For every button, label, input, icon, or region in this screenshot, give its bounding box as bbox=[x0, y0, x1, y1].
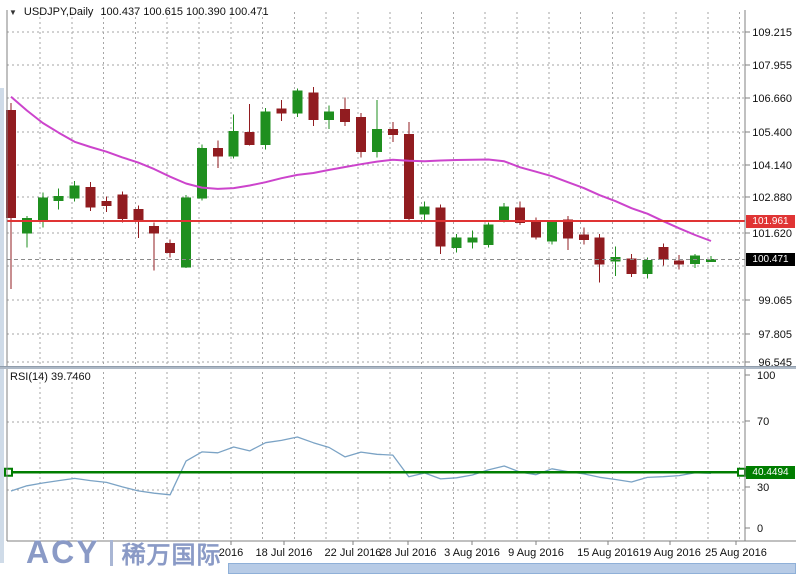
candle-body bbox=[435, 207, 446, 247]
candle-body bbox=[419, 206, 430, 215]
candle-body bbox=[483, 224, 494, 246]
price-badge-redline[interactable]: 101.961 bbox=[746, 215, 795, 228]
candle-body bbox=[276, 108, 287, 114]
candle-body bbox=[387, 129, 398, 135]
price-axis-label: 101.620 bbox=[752, 228, 792, 240]
candle-body bbox=[181, 197, 192, 268]
candle-body bbox=[642, 259, 653, 274]
candle-body bbox=[674, 260, 685, 265]
candle-body bbox=[451, 237, 462, 248]
candle-body bbox=[562, 219, 573, 239]
candle-body bbox=[133, 209, 144, 222]
rsi-line bbox=[10, 436, 712, 496]
candle-body bbox=[228, 130, 239, 157]
ohlc-quote-label: 100.437 100.615 100.390 100.471 bbox=[100, 6, 269, 18]
candle-body bbox=[165, 242, 176, 253]
date-axis-label: 15 Aug 2016 bbox=[577, 547, 639, 559]
symbol-period-label: USDJPY,Daily bbox=[23, 6, 94, 18]
price-axis-label: 105.400 bbox=[752, 127, 792, 139]
candle-body bbox=[212, 147, 223, 157]
price-badge-current: 100.471 bbox=[746, 253, 795, 266]
candle-body bbox=[21, 218, 32, 234]
panel-separator[interactable] bbox=[0, 366, 796, 369]
date-axis-label: 3 Aug 2016 bbox=[444, 547, 500, 559]
date-axis-label: 19 Aug 2016 bbox=[639, 547, 701, 559]
candle-body bbox=[403, 133, 414, 220]
candle-body bbox=[499, 206, 510, 221]
candle-body bbox=[308, 92, 319, 121]
candle-body bbox=[531, 220, 542, 238]
candle-body bbox=[37, 197, 48, 222]
price-axis-label: 99.065 bbox=[758, 295, 792, 307]
chart-dropdown-icon[interactable]: ▼ bbox=[9, 7, 17, 17]
candle-body bbox=[706, 259, 717, 262]
price-axis-label: 104.140 bbox=[752, 160, 792, 172]
date-axis-label: 9 Aug 2016 bbox=[508, 547, 564, 559]
price-axis-label: 107.955 bbox=[752, 60, 792, 72]
price-axis-label: 102.880 bbox=[752, 192, 792, 204]
rsi-indicator-label: RSI(14) 39.7460 bbox=[10, 371, 91, 383]
candle-body bbox=[101, 201, 112, 207]
candle-body bbox=[515, 207, 526, 224]
date-axis-label: 25 Aug 2016 bbox=[705, 547, 767, 559]
candle-body bbox=[371, 129, 382, 152]
candle-body bbox=[117, 194, 128, 220]
line-endpoint-marker[interactable] bbox=[737, 467, 746, 477]
candle-body bbox=[292, 90, 303, 114]
candle-body bbox=[85, 186, 96, 208]
rsi-axis-label: 30 bbox=[757, 482, 769, 494]
rsi-badge-greenline[interactable]: 40.4494 bbox=[746, 466, 795, 479]
date-axis-label: 22 Jul 2016 bbox=[325, 547, 382, 559]
logo-chinese-text: 稀万国际 bbox=[121, 542, 222, 569]
logo-acy-text: ACY bbox=[26, 534, 100, 570]
window-left-border bbox=[0, 88, 4, 563]
price-axis-label: 97.805 bbox=[758, 329, 792, 341]
candle-body bbox=[324, 111, 335, 121]
moving-average-line bbox=[10, 95, 712, 242]
price-axis-label: 109.215 bbox=[752, 27, 792, 39]
rsi-axis-label: 0 bbox=[757, 523, 763, 535]
candle-body bbox=[594, 237, 605, 265]
candle-body bbox=[53, 195, 64, 201]
candle-body bbox=[244, 132, 255, 145]
rsi-axis-label: 100 bbox=[757, 370, 775, 382]
candle-body bbox=[356, 117, 367, 152]
candle-body bbox=[149, 225, 160, 234]
price-axis-label: 106.660 bbox=[752, 93, 792, 105]
rsi-axis-label: 70 bbox=[757, 416, 769, 428]
line-endpoint-marker[interactable] bbox=[4, 467, 13, 477]
candle-body bbox=[6, 110, 16, 218]
logo-divider bbox=[109, 539, 113, 566]
candle-body bbox=[658, 246, 669, 260]
date-axis-label: 18 Jul 2016 bbox=[256, 547, 313, 559]
candle-body bbox=[260, 111, 271, 145]
candle-body bbox=[578, 234, 589, 240]
candle-body bbox=[69, 185, 80, 199]
date-axis-label: 2016 bbox=[219, 547, 243, 559]
bottom-scrollbar[interactable] bbox=[228, 563, 796, 574]
chart-title: ▼ USDJPY,Daily 100.437 100.615 100.390 1… bbox=[9, 6, 269, 18]
date-axis-label: 28 Jul 2016 bbox=[380, 547, 437, 559]
candle-body bbox=[626, 258, 637, 274]
candle-body bbox=[196, 147, 207, 199]
candle-body bbox=[340, 108, 351, 122]
candle-body bbox=[546, 220, 557, 242]
candle-body bbox=[467, 237, 478, 243]
broker-logo: ACY 稀万国际 bbox=[26, 534, 222, 571]
